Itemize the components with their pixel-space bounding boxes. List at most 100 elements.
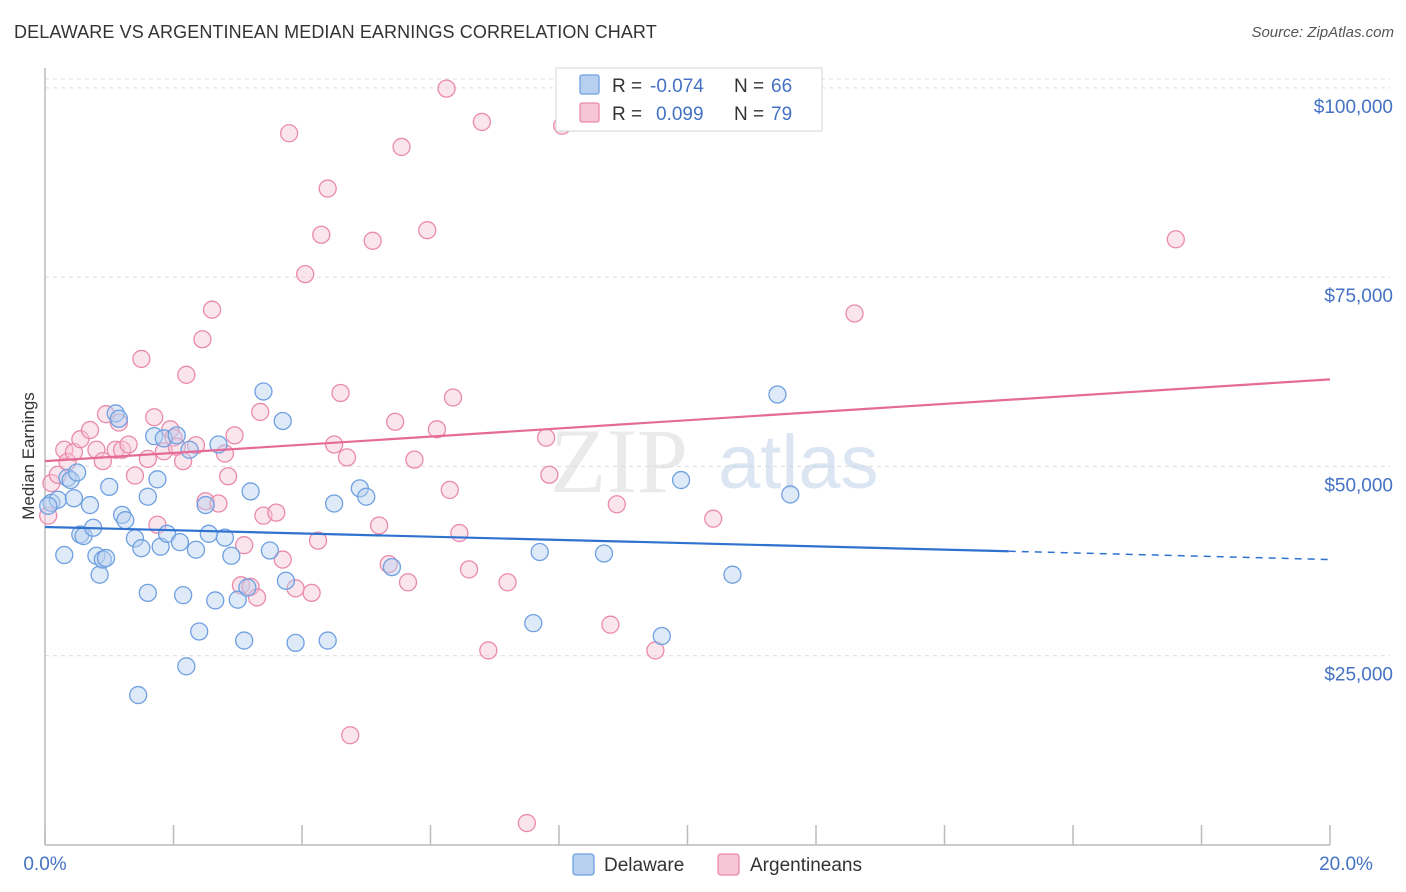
argentinean-point: [540, 465, 559, 484]
argentinean-point: [80, 420, 100, 440]
stats-legend-box: [555, 67, 823, 132]
argentinean-point: [405, 450, 424, 469]
y-tick-label: $50,000: [1324, 475, 1393, 496]
argentinean-point: [479, 641, 498, 660]
argentinean-point: [177, 365, 196, 384]
argentinean-point: [392, 137, 411, 157]
argentinean-point: [318, 179, 337, 198]
delaware-point: [357, 487, 376, 506]
delaware-point: [109, 409, 129, 428]
grid-lines: [45, 78, 1390, 657]
y-tick-label: $75,000: [1324, 286, 1393, 307]
delaware-point: [106, 404, 125, 423]
trend-lines: [44, 378, 1331, 561]
delaware-n-label: N =: [734, 76, 764, 97]
argentinean-r-value: 0.099: [656, 104, 704, 125]
delaware-point: [594, 544, 614, 563]
delaware-point: [170, 532, 190, 552]
argentinean-point: [398, 573, 418, 592]
legend-delaware-swatch[interactable]: [572, 853, 595, 876]
delaware-point: [177, 657, 196, 676]
argentinean-point: [247, 588, 267, 607]
y-tick-labels: $25,000 $50,000 $75,000 $100,000: [1314, 97, 1393, 686]
delaware-point: [48, 490, 67, 509]
argentinean-point: [341, 726, 360, 745]
argentinean-point: [193, 330, 212, 349]
delaware-n-value: 66: [771, 76, 792, 97]
delaware-point: [215, 528, 235, 547]
delaware-point: [206, 591, 225, 610]
argentinean-point: [443, 388, 463, 407]
source-label: Source: ZipAtlas.com: [1251, 24, 1394, 41]
delaware-point: [273, 411, 292, 431]
legend-delaware-label[interactable]: Delaware: [604, 855, 684, 876]
legend-argentineans-label[interactable]: Argentineans: [750, 855, 862, 876]
delaware-point: [58, 468, 77, 487]
delaware-point: [138, 583, 157, 603]
argentinean-swatch: [579, 102, 600, 123]
delaware-point: [652, 626, 671, 646]
delaware-point: [671, 470, 691, 490]
argentinean-point: [386, 412, 405, 431]
argentinean-point: [498, 573, 517, 592]
delaware-point: [100, 477, 119, 497]
argentinean-point: [517, 813, 537, 833]
argentinean-trend-line: [44, 378, 1331, 463]
y-axis-title: Median Earnings: [19, 392, 38, 520]
delaware-point: [196, 495, 215, 515]
legend-argentineans-swatch[interactable]: [717, 853, 740, 876]
stats-legend: R = -0.074 N = 66 R = 0.099 N = 79: [555, 67, 823, 132]
delaware-point: [238, 578, 257, 597]
delaware-point: [723, 565, 742, 584]
delaware-point: [55, 545, 74, 565]
delaware-point: [64, 489, 84, 508]
x-ticks: [44, 825, 1331, 845]
delaware-r-value: -0.074: [650, 76, 704, 97]
argentinean-r-label: R =: [612, 104, 642, 125]
delaware-point: [112, 505, 132, 525]
delaware-point: [138, 487, 157, 506]
delaware-point: [186, 540, 206, 559]
delaware-point: [318, 631, 337, 650]
argentinean-point: [138, 449, 157, 469]
x-tick-label-max: 20.0%: [1319, 854, 1373, 875]
argentinean-point: [273, 550, 292, 569]
argentinean-point: [145, 408, 164, 427]
y-tick-label: $25,000: [1324, 665, 1393, 686]
argentinean-point: [267, 503, 286, 522]
argentinean-point: [363, 231, 382, 250]
argentinean-point: [302, 583, 321, 603]
delaware-point: [180, 440, 199, 459]
delaware-point: [67, 463, 87, 482]
delaware-point: [530, 542, 549, 562]
argentinean-point: [704, 509, 723, 528]
x-tick-label-min: 0.0%: [23, 854, 66, 875]
argentinean-point: [312, 225, 331, 244]
delaware-point: [276, 571, 296, 590]
delaware-point: [39, 496, 58, 515]
chart-title: DELAWARE VS ARGENTINEAN MEDIAN EARNINGS …: [14, 22, 657, 42]
argentinean-point: [440, 480, 459, 500]
delaware-point: [173, 585, 193, 605]
delaware-point: [80, 495, 100, 515]
argentinean-point: [324, 435, 344, 454]
delaware-point: [768, 385, 787, 404]
delaware-point: [148, 470, 167, 489]
delaware-point: [254, 382, 273, 401]
argentinean-point: [218, 467, 238, 486]
delaware-trend-line: [44, 525, 1009, 553]
delaware-trend-line-extension: [1008, 550, 1331, 561]
delaware-r-label: R =: [612, 76, 642, 97]
delaware-point: [260, 541, 280, 560]
argentinean-point: [418, 221, 437, 240]
delaware-point: [241, 482, 260, 501]
delaware-point: [228, 590, 247, 609]
delaware-point: [781, 485, 800, 504]
argentinean-point: [450, 523, 469, 543]
argentinean-point: [537, 428, 556, 447]
delaware-point: [96, 548, 116, 568]
argentinean-point: [601, 615, 620, 634]
argentinean-point: [331, 383, 350, 403]
argentinean-point: [437, 79, 456, 98]
